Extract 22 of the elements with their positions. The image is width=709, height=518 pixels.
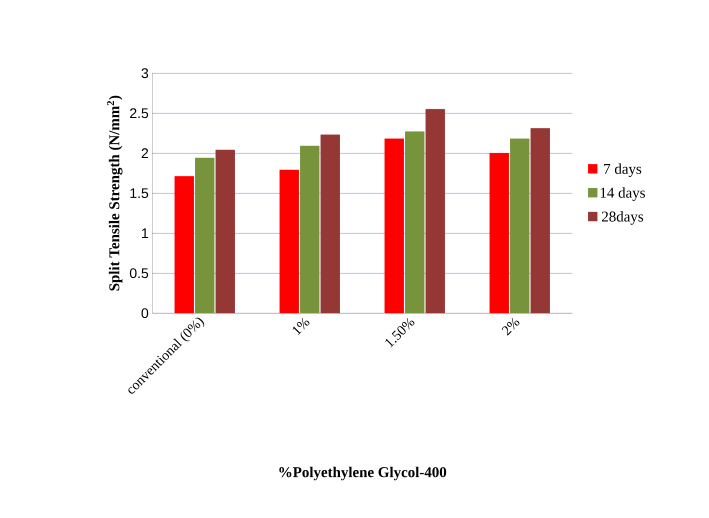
bar [490, 152, 509, 314]
y-tick-label: 2.5 [130, 108, 148, 118]
bar [195, 158, 214, 314]
y-tick-label: 0 [142, 308, 148, 318]
bar [510, 138, 530, 314]
y-tick-label: 2 [142, 148, 148, 158]
bar [300, 146, 320, 314]
legend-label: 7 days [604, 163, 642, 177]
x-axis-title: %Polyethylene Glycol-400 [279, 466, 446, 480]
bar [280, 170, 299, 314]
bar [174, 176, 194, 314]
legend-label: 14 days [600, 187, 645, 201]
x-tick-label: 2% [502, 318, 520, 336]
bar [405, 131, 424, 314]
y-tick-label: 1.5 [130, 188, 148, 198]
x-tick-label: 1% [292, 318, 310, 336]
y-tick-label: 1 [142, 228, 148, 238]
y-tick-label: 0.5 [130, 268, 148, 278]
bar [384, 138, 404, 314]
y-tick-label: 3 [142, 68, 148, 78]
legend-label: 28days [602, 211, 644, 225]
y-axis-title: Split Tensile Strength (N/mm$^{2}$) [107, 96, 123, 291]
